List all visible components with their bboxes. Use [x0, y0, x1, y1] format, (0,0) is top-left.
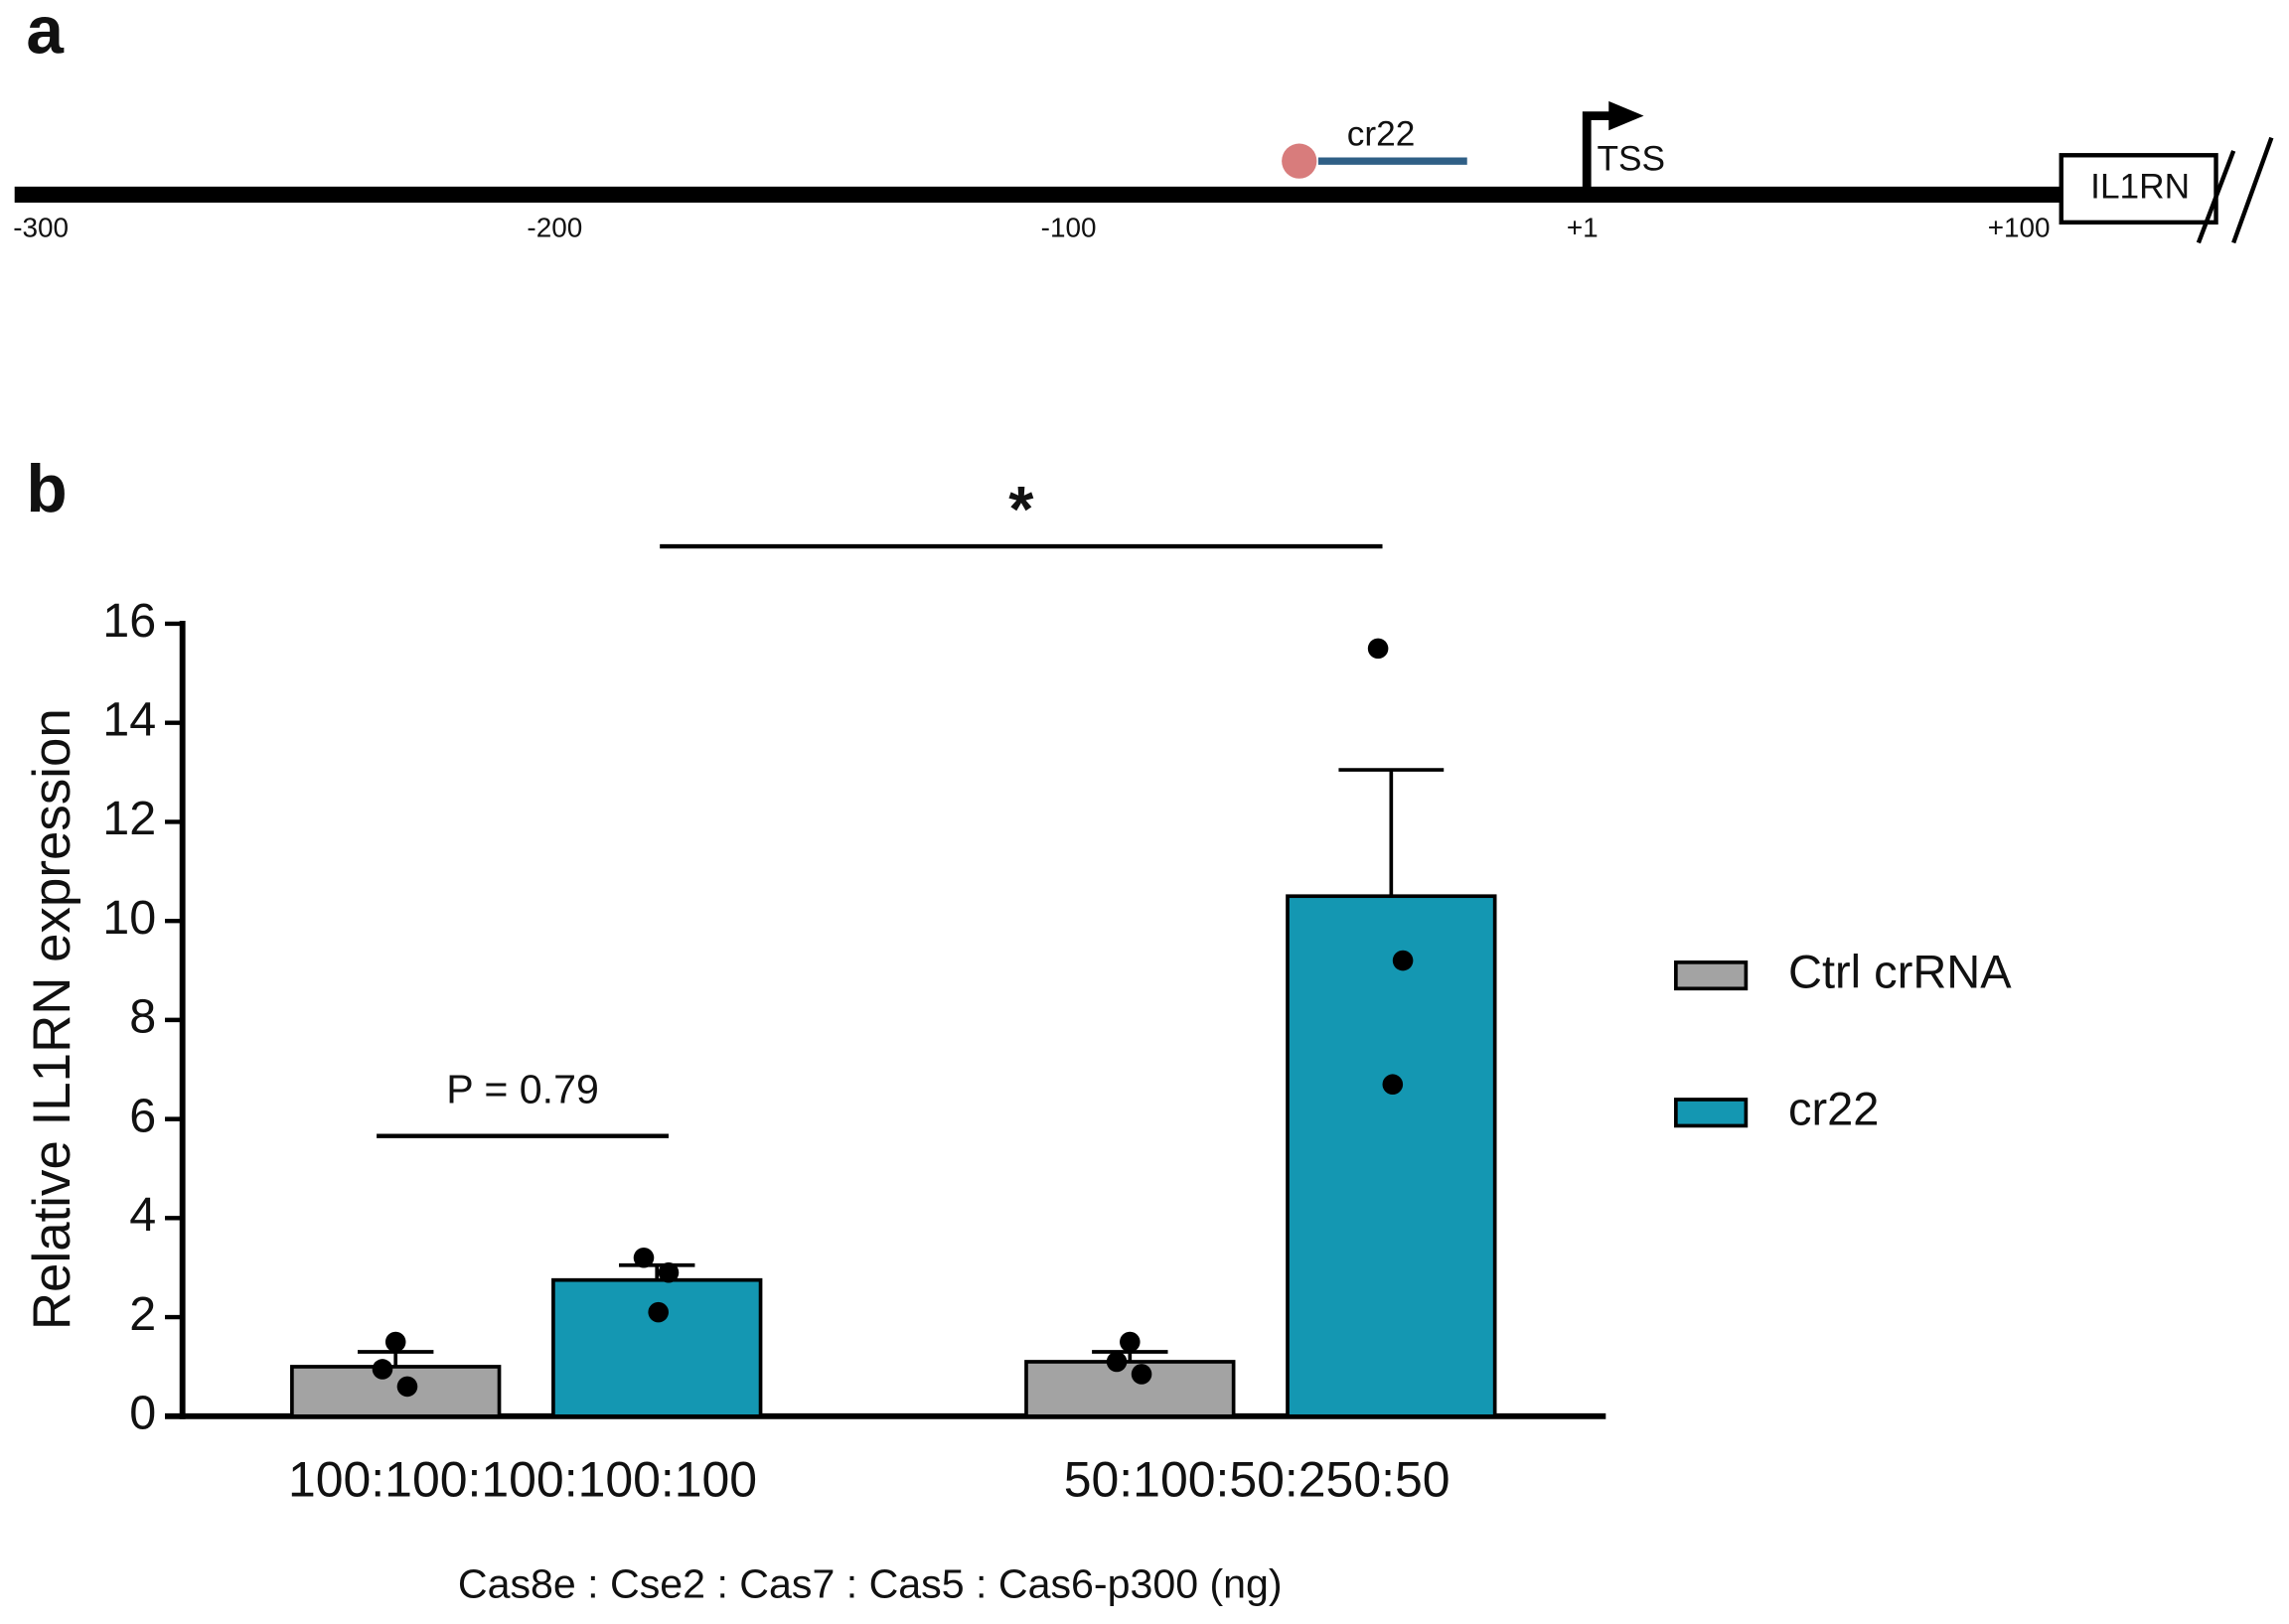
x-tick-label: 100:100:100:100:100	[288, 1452, 757, 1508]
y-tick-label: 12	[102, 792, 156, 845]
y-tick-label: 2	[129, 1287, 156, 1341]
y-tick-label: 4	[129, 1188, 156, 1242]
bar	[1286, 894, 1497, 1418]
break-mark	[2231, 136, 2274, 244]
ruler-label: +100	[1988, 213, 2051, 243]
y-tick-label: 16	[102, 594, 156, 648]
data-point	[633, 1247, 655, 1268]
y-axis-label: Relative IL1RN expression	[23, 708, 81, 1330]
legend-label: Ctrl crRNA	[1788, 945, 2012, 997]
data-point	[658, 1261, 680, 1283]
significance-label: P = 0.79	[446, 1066, 599, 1111]
y-tick-label: 10	[102, 891, 156, 945]
data-point	[1106, 1351, 1128, 1373]
legend-label: cr22	[1788, 1083, 1879, 1135]
y-tick-label: 6	[129, 1089, 156, 1142]
data-point	[1120, 1331, 1141, 1353]
tss-arrowhead	[1608, 100, 1644, 131]
data-point	[1367, 638, 1389, 660]
ruler-label: -200	[527, 213, 582, 243]
bar	[551, 1277, 763, 1418]
ruler-label: -100	[1041, 213, 1097, 243]
data-point	[384, 1331, 406, 1353]
panel-label: b	[26, 452, 67, 526]
target-dot	[1282, 143, 1317, 179]
legend-swatch	[1674, 1098, 1749, 1128]
target-label: cr22	[1347, 114, 1416, 153]
bar	[290, 1365, 502, 1418]
ruler-label: +1	[1567, 213, 1599, 243]
bar	[1024, 1360, 1236, 1418]
data-point	[372, 1359, 393, 1380]
significance-label: *	[1008, 473, 1034, 545]
data-point	[1392, 950, 1414, 971]
y-tick-label: 14	[102, 692, 156, 746]
panel-label: a	[26, 0, 65, 69]
tss-label: TSS	[1598, 139, 1666, 178]
x-tick-label: 50:100:50:250:50	[1064, 1452, 1450, 1508]
gene-label: IL1RN	[2090, 167, 2190, 206]
legend-swatch	[1674, 960, 1749, 991]
x-axis-label: Cas8e : Cse2 : Cas7 : Cas5 : Cas6-p300 (…	[458, 1561, 1283, 1607]
y-tick-label: 0	[129, 1387, 156, 1440]
data-point	[1382, 1074, 1404, 1096]
y-tick-label: 8	[129, 990, 156, 1044]
data-point	[396, 1376, 418, 1398]
data-point	[1131, 1364, 1152, 1385]
ruler-label: -300	[13, 213, 69, 243]
plot: 0 2 4 6 8 10 12 14 16 100:100:100:100:100 50:100:5…	[102, 473, 2012, 1508]
tss-arrow	[1582, 111, 1615, 195]
data-point	[648, 1301, 669, 1323]
gene-box	[2059, 153, 2218, 225]
break-mark	[2196, 150, 2236, 244]
